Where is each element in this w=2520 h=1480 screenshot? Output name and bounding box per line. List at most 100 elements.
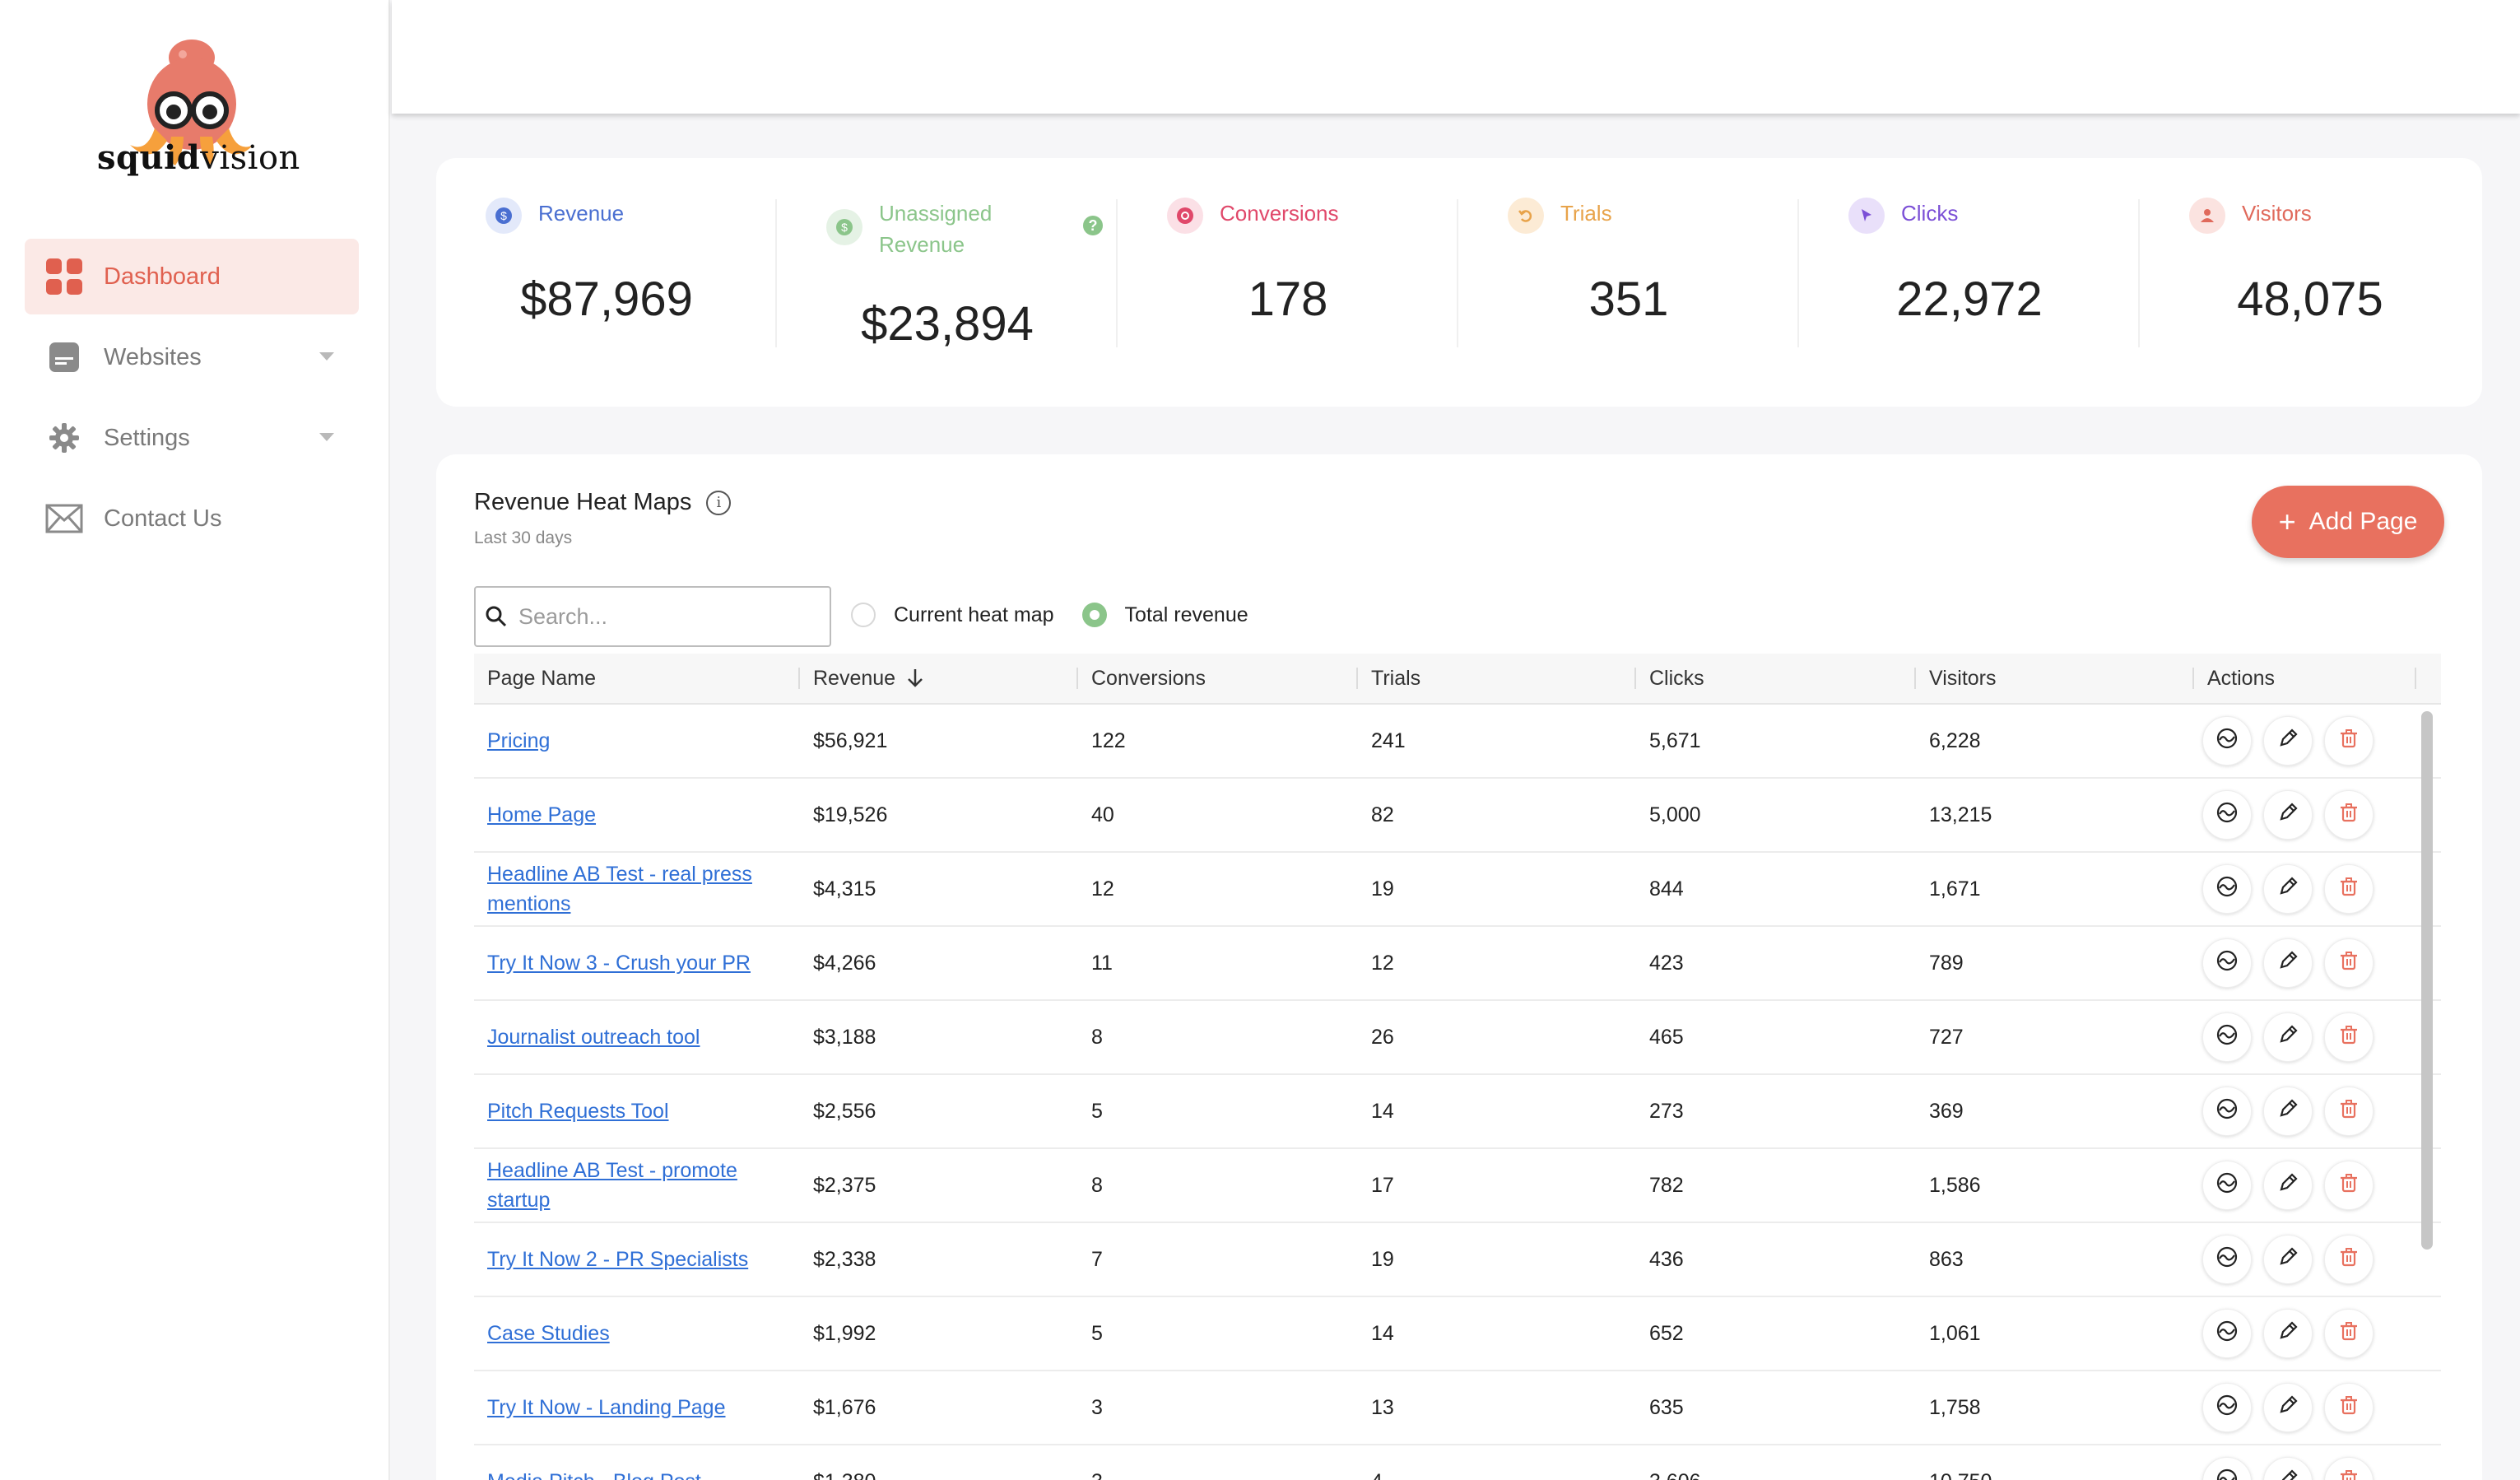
cell-conversions: 7 <box>1091 1247 1103 1271</box>
stat-value: $87,969 <box>520 272 693 326</box>
info-icon[interactable]: i <box>706 490 732 515</box>
trash-icon <box>2336 726 2361 756</box>
view-heatmap-button[interactable] <box>2202 1161 2252 1210</box>
view-heatmap-button[interactable] <box>2202 716 2252 766</box>
dollar-icon: $ <box>486 198 522 234</box>
column-header-revenue[interactable]: Revenue <box>800 653 1078 704</box>
delete-button[interactable] <box>2324 1161 2374 1210</box>
view-heatmap-button[interactable] <box>2202 938 2252 988</box>
edit-button[interactable] <box>2263 1012 2313 1062</box>
page-name-link[interactable]: Pitch Requests Tool <box>487 1100 669 1123</box>
divider <box>1116 199 1118 347</box>
view-heatmap-button[interactable] <box>2202 1383 2252 1432</box>
stat-label: Unassigned Revenue <box>879 201 993 257</box>
cell-page-name: Headline AB Test - promote startup <box>474 1156 800 1215</box>
cell-trials: 241 <box>1371 728 1406 752</box>
vertical-scrollbar[interactable] <box>2421 711 2433 1250</box>
page-name-link[interactable]: Home Page <box>487 803 597 826</box>
cell-actions <box>2194 1457 2416 1480</box>
edit-button[interactable] <box>2263 938 2313 988</box>
edit-button[interactable] <box>2263 864 2313 914</box>
delete-button[interactable] <box>2324 1383 2374 1432</box>
cursor-icon <box>1848 198 1885 234</box>
cell-visitors: 727 <box>1929 1025 1964 1049</box>
radio-button[interactable] <box>851 603 876 627</box>
column-header-trials[interactable]: Trials <box>1358 653 1636 704</box>
edit-button[interactable] <box>2263 1235 2313 1284</box>
edit-button[interactable] <box>2263 1309 2313 1358</box>
page-name-link[interactable]: Case Studies <box>487 1322 610 1345</box>
radio-button-selected[interactable] <box>1081 603 1107 627</box>
column-header-visitors[interactable]: Visitors <box>1916 653 2194 704</box>
cell-trials: 19 <box>1371 1247 1394 1271</box>
column-header-page-name[interactable]: Page Name <box>474 653 800 704</box>
cell-conversions: 8 <box>1091 1025 1103 1049</box>
sidebar-item-dashboard[interactable]: Dashboard <box>25 239 359 314</box>
cell-trials: 14 <box>1371 1321 1394 1345</box>
sidebar: squidvision Dashboard Websites Settings <box>0 0 390 1480</box>
stat-visitors: Visitors 48,075 <box>2140 158 2480 407</box>
delete-button[interactable] <box>2324 864 2374 914</box>
page-name-link[interactable]: Headline AB Test - promote startup <box>487 1159 737 1212</box>
cell-trials: 19 <box>1371 877 1394 901</box>
sidebar-item-contact-us[interactable]: Contact Us <box>25 481 359 556</box>
page-name-link[interactable]: Try It Now 3 - Crush your PR <box>487 952 751 975</box>
plus-icon: + <box>2278 505 2296 538</box>
view-heatmap-button[interactable] <box>2202 1457 2252 1480</box>
page-name-link[interactable]: Try It Now - Landing Page <box>487 1396 726 1419</box>
delete-button[interactable] <box>2324 1087 2374 1136</box>
sidebar-item-label: Contact Us <box>104 505 222 532</box>
cell-revenue: $2,375 <box>813 1173 876 1197</box>
view-heatmap-button[interactable] <box>2202 1087 2252 1136</box>
trash-icon <box>2336 1319 2361 1349</box>
page-name-link[interactable]: Headline AB Test - real press mentions <box>487 863 752 915</box>
view-heatmap-button[interactable] <box>2202 864 2252 914</box>
cell-revenue: $4,315 <box>813 877 876 901</box>
stat-label: Visitors <box>2242 201 2312 226</box>
delete-button[interactable] <box>2324 1012 2374 1062</box>
cell-clicks: 844 <box>1649 877 1684 901</box>
column-header-conversions[interactable]: Conversions <box>1078 653 1358 704</box>
edit-button[interactable] <box>2263 1383 2313 1432</box>
search-field[interactable] <box>474 586 831 647</box>
add-page-button[interactable]: + Add Page <box>2252 486 2444 558</box>
trash-icon <box>2336 1171 2361 1201</box>
page-name-link[interactable]: Journalist outreach tool <box>487 1026 700 1049</box>
column-header-clicks[interactable]: Clicks <box>1636 653 1916 704</box>
page-name-link[interactable]: Media Pitch - Blog Post <box>487 1470 701 1480</box>
edit-button[interactable] <box>2263 716 2313 766</box>
cell-conversions: 12 <box>1091 877 1114 901</box>
radio-current-heat-map[interactable]: Current heat map <box>851 603 1054 627</box>
cell-actions <box>2194 1012 2416 1062</box>
dashboard-grid-icon <box>44 257 84 296</box>
delete-button[interactable] <box>2324 1235 2374 1284</box>
search-input[interactable] <box>518 603 815 630</box>
cell-visitors: 6,228 <box>1929 728 1981 752</box>
page-name-link[interactable]: Try It Now 2 - PR Specialists <box>487 1248 749 1271</box>
sidebar-item-websites[interactable]: Websites <box>25 319 359 395</box>
view-heatmap-button[interactable] <box>2202 1012 2252 1062</box>
radio-total-revenue[interactable]: Total revenue <box>1081 603 1248 627</box>
heatmap-icon <box>2215 874 2239 905</box>
delete-button[interactable] <box>2324 1309 2374 1358</box>
delete-button[interactable] <box>2324 790 2374 840</box>
trash-icon <box>2336 1393 2361 1423</box>
edit-button[interactable] <box>2263 1457 2313 1480</box>
edit-button[interactable] <box>2263 1087 2313 1136</box>
pencil-icon <box>2276 948 2300 979</box>
cell-revenue: $19,526 <box>813 803 888 826</box>
delete-button[interactable] <box>2324 716 2374 766</box>
sidebar-item-settings[interactable]: Settings <box>25 400 359 476</box>
cell-actions <box>2194 1235 2416 1284</box>
delete-button[interactable] <box>2324 938 2374 988</box>
edit-button[interactable] <box>2263 1161 2313 1210</box>
edit-button[interactable] <box>2263 790 2313 840</box>
view-heatmap-button[interactable] <box>2202 1309 2252 1358</box>
delete-button[interactable] <box>2324 1457 2374 1480</box>
view-heatmap-button[interactable] <box>2202 790 2252 840</box>
page-name-link[interactable]: Pricing <box>487 729 551 752</box>
pencil-icon <box>2276 1171 2300 1201</box>
cell-visitors: 1,671 <box>1929 877 1981 901</box>
view-heatmap-button[interactable] <box>2202 1235 2252 1284</box>
help-icon[interactable]: ? <box>1083 216 1103 235</box>
